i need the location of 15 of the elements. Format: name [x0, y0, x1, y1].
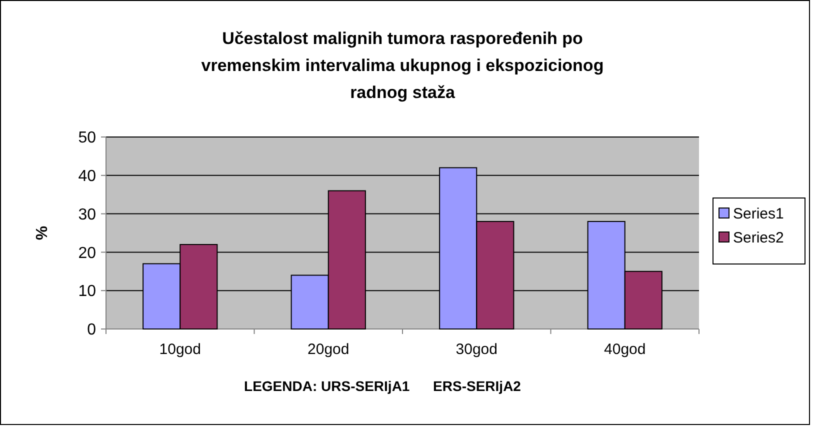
y-tick-label: 30 — [78, 206, 96, 224]
y-axis-title: % — [34, 226, 51, 240]
x-tick-label: 30god — [456, 341, 498, 358]
y-tick-label: 10 — [78, 283, 96, 300]
x-tick-label: 40god — [604, 341, 646, 358]
y-tick-label: 20 — [78, 244, 96, 262]
y-tick-label: 40 — [78, 168, 96, 185]
y-tick-label: 50 — [78, 130, 96, 147]
chart-title: Učestalost malignih tumora raspoređenih po vremenskim intervalima ukupnog i ekspozicionog radnog staža — [201, 29, 604, 102]
x-axis-title: LEGENDA: URS-SERIjA1 ERS-SERIjA2 — [244, 378, 522, 394]
legend-label: Series1 — [733, 205, 784, 222]
legend-label: Series2 — [733, 229, 784, 246]
x-tick-label: 10god — [159, 341, 201, 358]
x-tick-label: 20god — [308, 341, 350, 358]
y-tick-label: 0 — [87, 322, 96, 339]
